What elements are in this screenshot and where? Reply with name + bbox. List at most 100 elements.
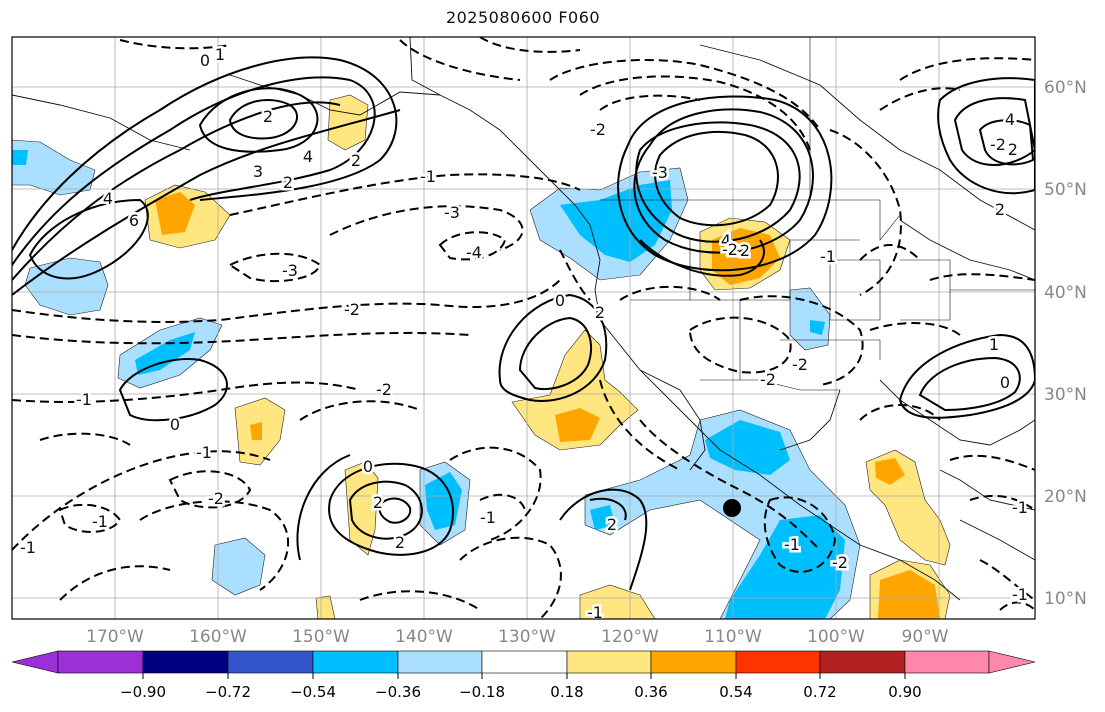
contour-label: -1	[420, 167, 436, 186]
colorbar	[11, 650, 1036, 674]
colorbar-tick-label: 0.18	[550, 683, 583, 701]
lon-label: 170°W	[86, 627, 144, 647]
colorbar-ticks	[142, 673, 906, 679]
contour-label: -2	[832, 553, 848, 572]
contour-label: -2	[590, 120, 606, 139]
contour-label: 2	[283, 173, 293, 192]
colorbar-tick-label: −0.18	[459, 683, 505, 701]
colorbar-bin	[57, 650, 144, 674]
contour-label: 1	[989, 335, 999, 354]
lon-label: 160°W	[189, 627, 247, 647]
contour-label: 2	[995, 200, 1005, 219]
contour-label: 6	[129, 211, 139, 230]
contour-label: -2	[344, 300, 360, 319]
dashed-labels: -1 -2 -3 -4 -2 -2 -3 -1 -2 -1 -1 -2 -1 -…	[18, 118, 1031, 622]
contour-label: 4	[1005, 110, 1015, 129]
lat-label: 60°N	[1044, 78, 1087, 98]
shade-blue-core-4	[705, 420, 790, 475]
contour-label: 0	[170, 415, 180, 434]
contour-label: 4	[103, 189, 113, 208]
lon-label: 120°W	[601, 627, 659, 647]
shade-yellow-4	[511, 329, 639, 451]
shade-orange-5	[878, 570, 940, 619]
colorbar-extend-min	[11, 650, 59, 674]
solid-labels: 1 3 4 2 6 4 0 2 2 0 2 2 4 2 0 2 0 2 0 1	[100, 43, 1017, 555]
solid-contours	[12, 56, 1035, 591]
contour-label: -2	[792, 355, 808, 374]
contour-label: -2	[1002, 140, 1018, 159]
plot-frame	[11, 36, 1036, 620]
contour-label: -1	[92, 512, 108, 531]
shade-yellow-1	[327, 94, 369, 151]
contour-label: -1	[76, 390, 92, 409]
colorbar-bin	[481, 650, 568, 674]
contour-label: -4	[466, 243, 482, 262]
lat-label: 40°N	[1044, 283, 1087, 303]
contour-label: -3	[652, 163, 668, 182]
contour-label: 0	[1000, 373, 1010, 392]
colorbar-extend-max	[988, 650, 1036, 674]
colorbar-bin	[227, 650, 314, 674]
contour-label: -1	[196, 443, 212, 462]
contour-label: -1	[1012, 585, 1028, 604]
shade-blue-core-7	[590, 505, 615, 530]
latitude-labels: 60°N 50°N 40°N 30°N 20°N 10°N	[1044, 78, 1087, 609]
storm-center-dot	[723, 499, 741, 517]
contour-label: -3	[282, 261, 298, 280]
shade-orange-4	[875, 458, 905, 485]
contour-label: -2	[376, 380, 392, 399]
shade-yellow-10	[315, 595, 336, 619]
contour-label: 2	[351, 151, 361, 170]
contour-label: 0	[555, 291, 565, 310]
map-title: 2025080600 F060	[445, 8, 601, 27]
shade-blue-core-8	[810, 320, 825, 335]
contour-labels: 1 3 4 2 6 4 0 2 2 0 2 2 4 2 0 2 0 2 0 1	[18, 43, 1031, 622]
shade-blue-core-6	[12, 150, 28, 165]
lon-label: 130°W	[498, 627, 556, 647]
contour-label: 2	[607, 515, 617, 534]
contour-label: -3	[444, 203, 460, 222]
colorbar-tick-label: 0.54	[719, 683, 752, 701]
shade-blue-1	[12, 139, 96, 196]
lon-label: 110°W	[704, 627, 762, 647]
shade-orange-1	[155, 192, 195, 235]
contour-label: -1	[820, 247, 836, 266]
contour-label: -2	[760, 370, 776, 389]
contour-label: -1	[587, 603, 603, 622]
shade-blue-5	[789, 287, 831, 351]
colorbar-bin	[566, 650, 652, 674]
contour-label: 2	[263, 107, 273, 126]
lat-label: 10°N	[1044, 589, 1087, 609]
contour-label: -1	[480, 508, 496, 527]
contour-label: 4	[303, 147, 313, 166]
colorbar-tick-label: −0.54	[290, 683, 336, 701]
contour-label: -2	[722, 240, 738, 259]
shade-yellow-9	[579, 584, 656, 619]
colorbar-tick-label: −0.90	[120, 683, 166, 701]
colorbar-tick-label: 0.72	[803, 683, 836, 701]
colorbar-tick-label: −0.72	[205, 683, 251, 701]
contour-label: 2	[595, 303, 605, 322]
colorbar-bin	[142, 650, 229, 674]
lat-lon-grid	[12, 37, 1035, 619]
colorbar-bin	[819, 650, 906, 674]
contour-label: 0	[200, 51, 210, 70]
contour-label: 2	[373, 493, 383, 512]
contour-label: -2	[990, 135, 1006, 154]
colorbar-bin	[650, 650, 737, 674]
dashed-contours	[12, 37, 1035, 619]
colorbar-tick-labels: −0.90 −0.72 −0.54 −0.36 −0.18 0.18 0.36 …	[120, 683, 922, 701]
colorbar-bin	[397, 650, 483, 674]
shade-orange-6	[250, 422, 262, 440]
contour-label: -1	[20, 538, 36, 557]
contour-label: -2	[208, 489, 224, 508]
contour-label: 3	[253, 162, 263, 181]
shade-orange-3	[555, 408, 600, 442]
contour-label: -1	[1012, 498, 1028, 517]
contour-label: 2	[395, 533, 405, 552]
lat-label: 30°N	[1044, 385, 1087, 405]
colorbar-tick-label: 0.36	[634, 683, 667, 701]
shade-blue-core-5	[725, 515, 845, 619]
lon-label: 90°W	[902, 627, 949, 647]
